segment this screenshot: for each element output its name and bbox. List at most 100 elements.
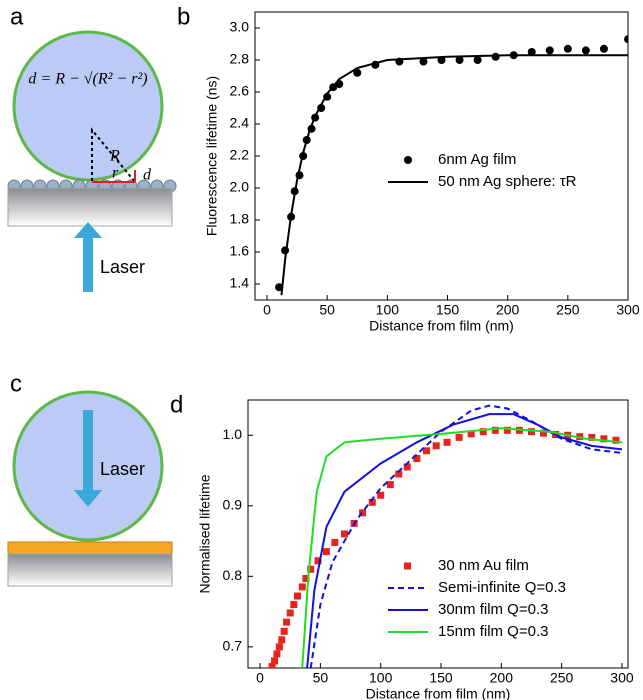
point [403,463,411,471]
point [540,429,548,437]
panel-label: a [10,3,24,30]
point [298,583,306,591]
panel-label: d [170,391,183,418]
y-axis-label: Fluorescence lifetime (ns) [204,76,220,236]
point [341,530,349,538]
point [395,470,403,478]
laser-arrow [74,222,102,292]
x-tick-label: 300 [610,670,634,686]
point [413,455,421,463]
point [286,609,294,617]
point [455,56,464,64]
y-tick-label: 0.7 [223,638,243,654]
point [455,433,463,441]
line [301,427,623,668]
point [368,498,376,506]
point [275,643,283,651]
x-tick-label: 50 [313,670,329,686]
laser-label: Laser [100,257,145,277]
x-tick-label: 150 [436,302,460,318]
label-big-r: R [109,148,120,165]
y-tick-label: 2.6 [230,83,250,99]
laser-arrow [74,410,102,507]
plot-area [268,404,623,668]
point [473,56,482,64]
label-small-r: r [112,165,119,182]
y-tick-label: 2.8 [230,51,250,67]
panel-label: c [10,370,22,397]
point [423,447,431,455]
point [278,636,286,644]
panel-label: b [177,3,190,30]
y-tick-label: 0.8 [223,567,243,583]
point [599,44,608,53]
x-tick-label: 200 [496,302,520,318]
point [612,436,620,444]
point [331,538,339,546]
legend-label: 50 nm Ag sphere: τR [438,173,577,190]
point [377,491,385,499]
line [280,54,628,296]
legend-symbol [404,156,412,164]
x-tick-label: 250 [556,302,580,318]
y-tick-label: 1.0 [223,426,243,442]
point [443,438,451,446]
chart: d 0 50 100 150 200 250 300 0.7 0.8 0.9 1.0 Distance … [170,391,634,700]
y-tick-label: 0.9 [223,496,243,512]
point [283,618,291,626]
point [588,433,596,441]
legend-symbol [404,562,411,570]
point [419,57,428,66]
plot-frame [247,399,629,669]
x-tick-label: 100 [369,670,393,686]
point [314,557,322,565]
film [7,541,173,555]
x-axis-label: Distance from film (nm) [369,318,514,334]
point [491,426,499,434]
point [563,44,572,53]
y-tick-label: 1.6 [230,243,250,259]
point [307,565,315,573]
point [581,46,590,55]
point [600,435,608,443]
point [268,663,276,668]
point [273,650,281,658]
diagram-c: c Laser [7,370,173,587]
y-axis-label: Normalised lifetime [197,474,213,593]
x-tick-label: 0 [263,302,271,318]
y-tick-label: 2.0 [230,179,250,195]
chart: b 0 50 100 150 200 250 300 1.4 1.6 1.8 2.0 2.2 2.4 2.6… [177,3,640,333]
legend-label: Semi-infinite Q=0.3 [438,579,566,596]
point [271,657,279,665]
point [275,283,284,292]
point [359,509,367,517]
x-tick-label: 250 [550,670,574,686]
legend-label: 15nm film Q=0.3 [438,623,548,640]
line [306,413,623,668]
substrate [7,553,173,587]
point [293,592,301,600]
y-tick-label: 2.4 [230,115,250,131]
point [467,430,475,438]
point [353,68,362,77]
sphere [12,30,164,182]
y-tick-label: 2.2 [230,147,250,163]
point [503,426,511,434]
legend-label: 6nm Ag film [438,151,516,168]
point [527,428,535,436]
y-tick-label: 3.0 [230,19,250,35]
point [527,48,536,56]
point [545,46,554,55]
legend-label: 30 nm Au film [438,557,529,574]
x-tick-label: 300 [616,302,640,318]
point [322,548,330,556]
substrate [7,187,173,227]
point [491,52,500,61]
point [624,35,628,44]
x-tick-label: 50 [319,302,335,318]
formula: d = R − √(R² − r²) [28,71,147,88]
plot-area [275,35,628,296]
point [479,428,487,436]
legend-label: 30nm film Q=0.3 [438,601,548,618]
